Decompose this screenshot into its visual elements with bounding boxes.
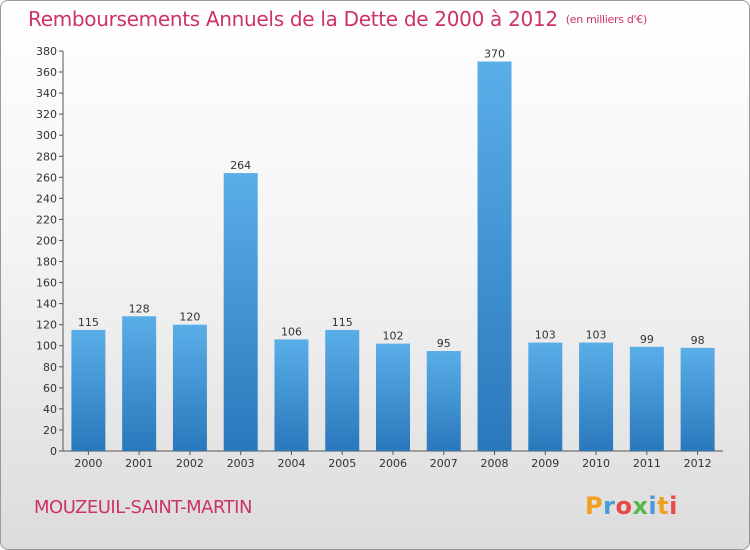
data-label: 95 bbox=[437, 337, 451, 350]
logo-letter: r bbox=[603, 492, 616, 520]
data-label: 103 bbox=[535, 329, 556, 342]
x-tick-label: 2012 bbox=[684, 457, 712, 470]
bar bbox=[477, 61, 512, 452]
y-tick-label: 80 bbox=[43, 361, 57, 374]
logo-letter: i bbox=[648, 492, 658, 520]
data-label: 128 bbox=[129, 302, 150, 315]
bar bbox=[579, 342, 614, 451]
x-tick-label: 2003 bbox=[227, 457, 255, 470]
y-tick-label: 120 bbox=[36, 319, 57, 332]
commune-name: MOUZEUIL-SAINT-MARTIN bbox=[34, 497, 252, 518]
y-tick-label: 340 bbox=[36, 87, 57, 100]
chart-labels: 2000 115 2001 128 2002 120 2003 264 2004 106 2005 1… bbox=[74, 48, 711, 470]
y-tick-label: 100 bbox=[36, 340, 57, 353]
y-tick-label: 240 bbox=[36, 192, 57, 205]
logo-letter: o bbox=[615, 492, 633, 520]
data-label: 98 bbox=[691, 334, 705, 347]
data-label: 102 bbox=[383, 330, 404, 343]
bar bbox=[680, 347, 715, 451]
data-label: 103 bbox=[586, 329, 607, 342]
bar bbox=[274, 339, 309, 451]
chart-title: Remboursements Annuels de la Dette de 20… bbox=[28, 7, 647, 31]
y-tick-label: 20 bbox=[43, 424, 57, 437]
y-tick-label: 280 bbox=[36, 150, 57, 163]
proxiti-logo: Proxiti bbox=[585, 492, 678, 520]
bar bbox=[426, 351, 461, 451]
bar bbox=[223, 173, 258, 451]
data-label: 264 bbox=[230, 159, 251, 172]
data-label: 115 bbox=[78, 316, 99, 329]
x-tick-label: 2009 bbox=[531, 457, 559, 470]
x-tick-label: 2008 bbox=[481, 457, 509, 470]
bar bbox=[376, 343, 410, 451]
bar bbox=[122, 316, 157, 451]
x-tick-label: 2011 bbox=[633, 457, 661, 470]
chart-subtitle: (en milliers d'€) bbox=[565, 13, 647, 26]
data-label: 370 bbox=[484, 48, 505, 61]
y-tick-label: 160 bbox=[36, 277, 57, 290]
logo-letter: t bbox=[657, 492, 670, 520]
bar bbox=[528, 342, 563, 451]
y-tick-label: 220 bbox=[36, 213, 57, 226]
y-tick-label: 200 bbox=[36, 234, 57, 247]
data-label: 106 bbox=[281, 325, 302, 338]
bar bbox=[172, 324, 207, 451]
logo-letter: x bbox=[632, 492, 649, 520]
x-tick-label: 2010 bbox=[582, 457, 610, 470]
y-tick-label: 300 bbox=[36, 129, 57, 142]
x-tick-label: 2005 bbox=[328, 457, 356, 470]
y-tick-label: 60 bbox=[43, 382, 57, 395]
y-tick-label: 260 bbox=[36, 171, 57, 184]
bar bbox=[71, 329, 106, 451]
y-tick-label: 0 bbox=[50, 445, 57, 458]
y-tick-label: 140 bbox=[36, 298, 57, 311]
data-label: 120 bbox=[179, 311, 200, 324]
bar bbox=[325, 329, 360, 451]
bar bbox=[629, 346, 664, 451]
x-tick-label: 2002 bbox=[176, 457, 204, 470]
chart-title-text: Remboursements Annuels de la Dette de 20… bbox=[28, 7, 558, 31]
x-tick-label: 2007 bbox=[430, 457, 458, 470]
x-tick-label: 2000 bbox=[74, 457, 102, 470]
chart-axes: 0 20 40 60 80 100 120 140 160 180 200 220 240 260 280 3… bbox=[36, 45, 723, 458]
logo-letter: i bbox=[669, 492, 678, 520]
chart-bars bbox=[71, 61, 715, 452]
data-label: 99 bbox=[640, 333, 654, 346]
x-tick-label: 2006 bbox=[379, 457, 407, 470]
y-tick-label: 180 bbox=[36, 256, 57, 269]
data-label: 115 bbox=[332, 316, 353, 329]
x-tick-label: 2004 bbox=[277, 457, 305, 470]
y-tick-label: 320 bbox=[36, 108, 57, 121]
y-tick-label: 380 bbox=[36, 45, 57, 58]
y-tick-label: 40 bbox=[43, 403, 57, 416]
x-tick-label: 2001 bbox=[125, 457, 153, 470]
logo-letter: P bbox=[585, 492, 604, 520]
y-tick-label: 360 bbox=[36, 66, 57, 79]
